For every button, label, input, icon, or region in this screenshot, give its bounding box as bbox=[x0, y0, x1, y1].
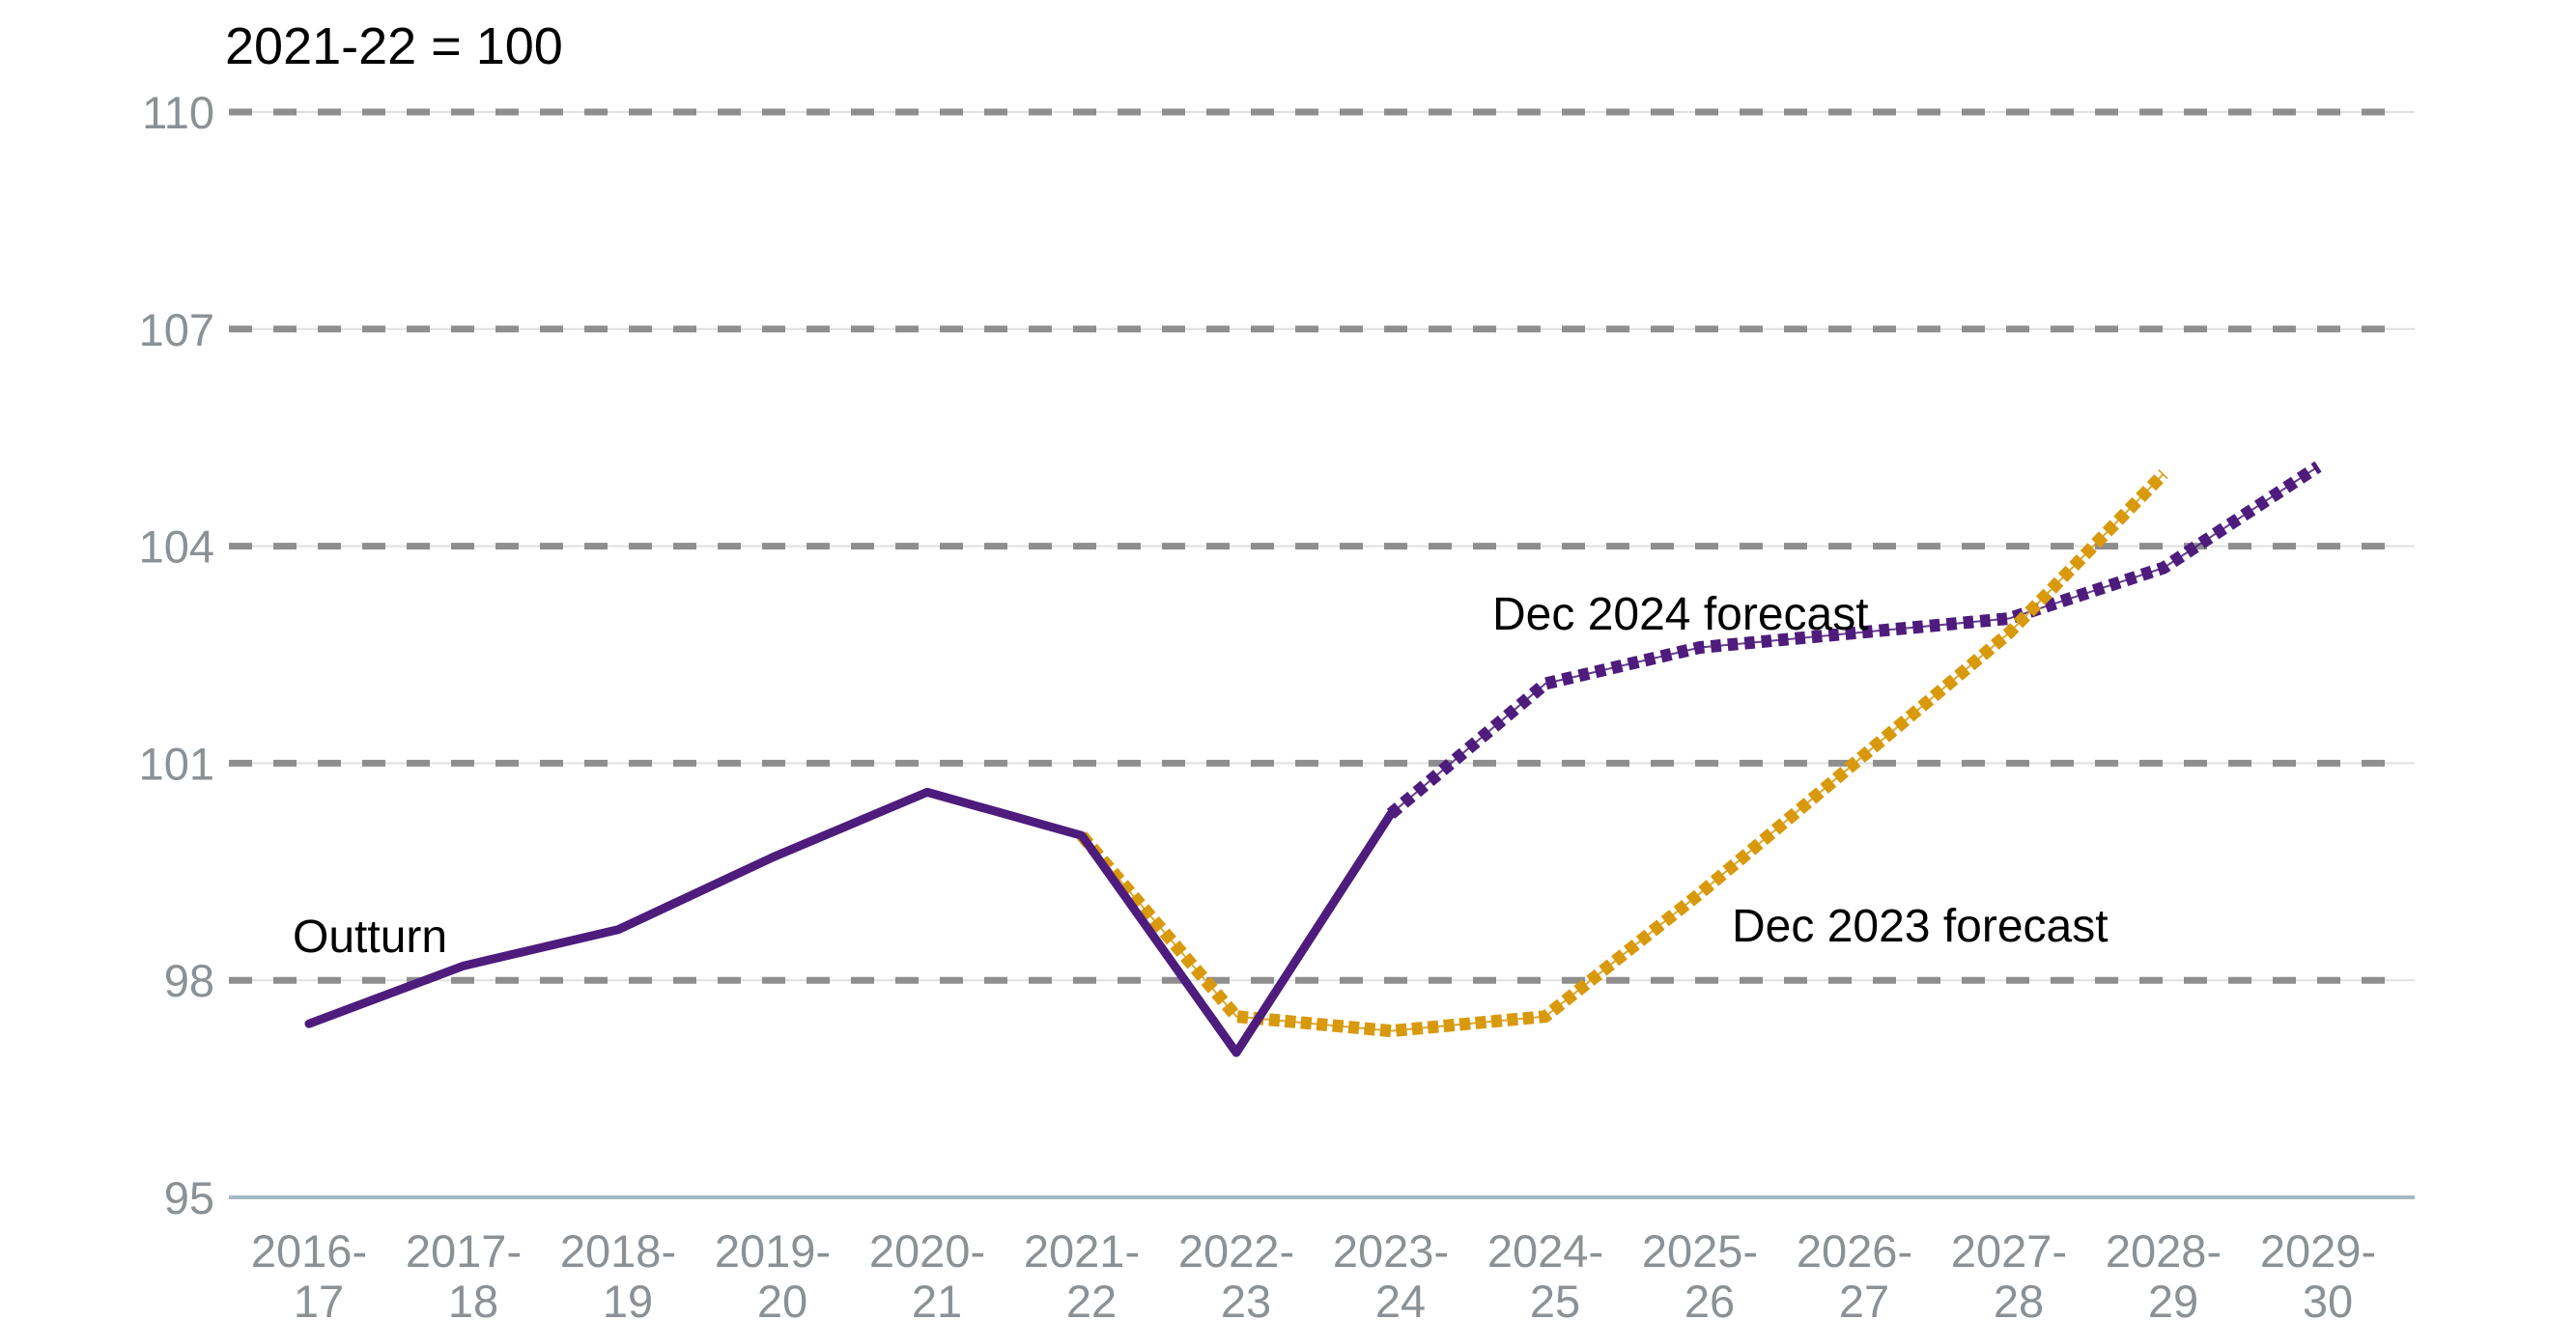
x-tick-label-2028-29-line1: 2028- bbox=[2106, 1225, 2222, 1277]
x-tick-label-2024-25-line1: 2024- bbox=[1487, 1225, 1603, 1277]
x-tick-label-2016-17-line2: 17 bbox=[294, 1276, 344, 1320]
x-tick-label-2029-30-line1: 2029- bbox=[2260, 1225, 2376, 1277]
y-tick-label-104: 104 bbox=[139, 521, 214, 573]
x-tick-label-2026-27-line1: 2026- bbox=[1797, 1225, 1912, 1277]
x-tick-label-2022-23-line2: 23 bbox=[1221, 1276, 1271, 1320]
chart-title: 2021-22 = 100 bbox=[225, 17, 563, 75]
x-tick-label-2029-30-line2: 30 bbox=[2303, 1276, 2353, 1320]
x-tick-label-2027-28-line2: 28 bbox=[1994, 1276, 2044, 1320]
x-tick-label-2026-27-line2: 27 bbox=[1839, 1276, 1889, 1320]
x-tick-label-2018-19-line2: 19 bbox=[603, 1276, 653, 1320]
x-tick-label-2025-26-line1: 2025- bbox=[1642, 1225, 1758, 1277]
series-labels: Outturn Dec 2024 forecast Dec 2023 forec… bbox=[293, 589, 2109, 963]
y-tick-label-95: 95 bbox=[164, 1172, 214, 1223]
x-axis-tick-labels: 2016-17 2017-18 2018-19 2019-20 2020-21 2021-… bbox=[251, 1225, 2376, 1320]
x-tick-label-2023-24-line2: 24 bbox=[1375, 1276, 1426, 1320]
x-tick-label-2027-28-line1: 2027- bbox=[1951, 1225, 2067, 1277]
x-tick-label-2020-21-line1: 2020- bbox=[869, 1225, 985, 1277]
series-lines bbox=[304, 461, 2322, 1057]
y-tick-label-101: 101 bbox=[139, 738, 214, 789]
x-tick-label-2024-25-line2: 25 bbox=[1530, 1276, 1580, 1320]
x-tick-label-2028-29-line2: 29 bbox=[2148, 1276, 2198, 1320]
series-line-dec-2024-forecast bbox=[1386, 461, 2322, 819]
label-outturn: Outturn bbox=[293, 912, 447, 963]
x-tick-label-2018-19-line1: 2018- bbox=[560, 1225, 676, 1277]
y-axis-tick-labels: 110 107 104 101 98 95 bbox=[139, 87, 214, 1223]
y-tick-label-110: 110 bbox=[142, 87, 214, 138]
x-tick-label-2017-18-line2: 18 bbox=[448, 1276, 498, 1320]
x-tick-label-2019-20-line2: 20 bbox=[757, 1276, 807, 1320]
y-tick-label-98: 98 bbox=[164, 955, 214, 1006]
x-tick-label-2016-17-line1: 2016- bbox=[251, 1225, 367, 1277]
gridlines bbox=[229, 108, 2415, 1199]
x-tick-label-2022-23-line1: 2022- bbox=[1178, 1225, 1294, 1277]
label-dec-2024-forecast: Dec 2024 forecast bbox=[1492, 589, 1869, 640]
x-tick-label-2021-22-line2: 22 bbox=[1066, 1276, 1117, 1320]
label-dec-2023-forecast: Dec 2023 forecast bbox=[1732, 901, 2109, 952]
y-tick-label-107: 107 bbox=[139, 304, 214, 355]
x-tick-label-2023-24-line1: 2023- bbox=[1333, 1225, 1449, 1277]
x-tick-label-2019-20-line1: 2019- bbox=[715, 1225, 831, 1277]
x-tick-label-2017-18-line1: 2017- bbox=[406, 1225, 522, 1277]
series-line-outturn bbox=[304, 787, 1396, 1057]
x-tick-label-2025-26-line2: 26 bbox=[1684, 1276, 1735, 1320]
x-tick-label-2020-21-line2: 21 bbox=[912, 1276, 962, 1320]
x-tick-label-2021-22-line1: 2021- bbox=[1024, 1225, 1140, 1277]
